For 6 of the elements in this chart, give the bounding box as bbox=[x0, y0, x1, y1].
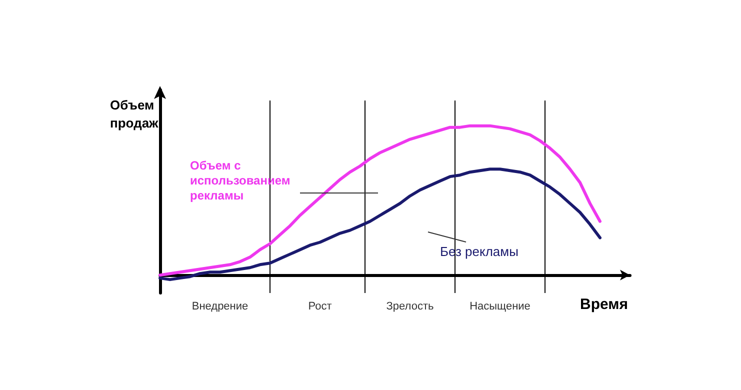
x-tick-label: Насыщение bbox=[470, 300, 530, 312]
x-tick-label: Внедрение bbox=[192, 300, 248, 312]
x-tick-label: Рост bbox=[308, 300, 332, 312]
y-axis-title: Объем продаж bbox=[110, 98, 160, 130]
x-axis-title: Время bbox=[580, 296, 628, 314]
x-tick-label: Зрелость bbox=[386, 300, 434, 312]
